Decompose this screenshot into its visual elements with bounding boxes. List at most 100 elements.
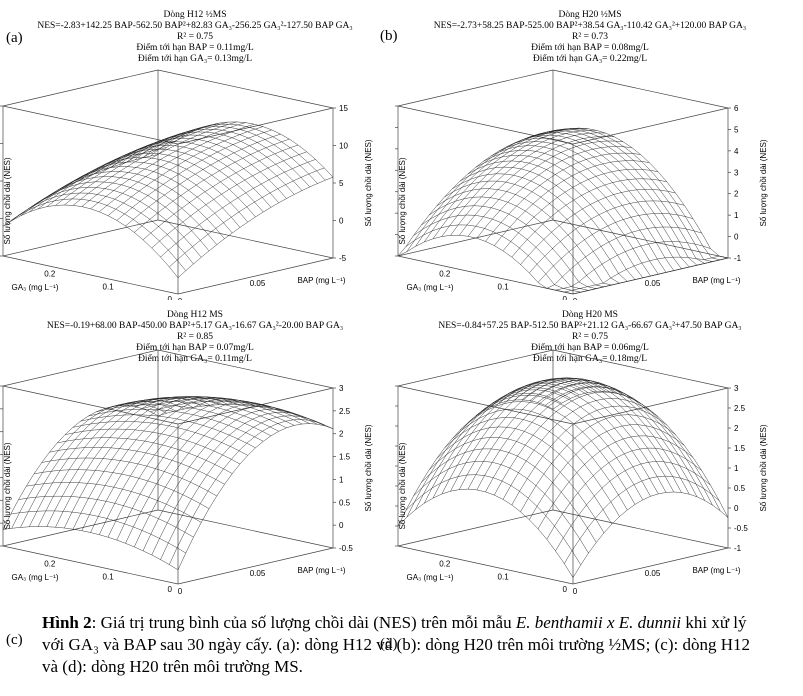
ga3-tick: 0.1 bbox=[103, 572, 115, 581]
panel-opt-bap: Điểm tới hạn BAP = 0.11mg/L bbox=[136, 43, 254, 53]
ga3-axis-label: GA₃ (mg L⁻¹) bbox=[11, 573, 58, 582]
bap-axis-label: BAP (mg L⁻¹) bbox=[692, 276, 740, 285]
z-tick-right: 1.5 bbox=[734, 444, 746, 453]
panel-opt-ga3: Điểm tới hạn GA₃= 0.22mg/L bbox=[532, 54, 648, 64]
ga3-tick: 0.2 bbox=[439, 270, 451, 279]
z-axis-label-left: Số lượng chồi dài (NES) bbox=[398, 442, 407, 529]
surface-plot: 32.521.510.50-0.5-132.521.510.50-0.5-10.… bbox=[395, 349, 768, 596]
ga3-tick: 0.1 bbox=[498, 572, 510, 581]
bap-tick: 0 bbox=[573, 297, 578, 300]
z-tick-right: 0.5 bbox=[734, 484, 746, 493]
z-axis-label-left: Số lượng chồi dài (NES) bbox=[3, 157, 12, 244]
bap-axis-label: BAP (mg L⁻¹) bbox=[297, 276, 345, 285]
z-axis-label-right: Số lượng chồi dài (NES) bbox=[759, 424, 768, 511]
panel-r2: R² = 0.73 bbox=[572, 32, 608, 42]
z-tick-right: 0 bbox=[339, 521, 344, 530]
z-tick-right: -1 bbox=[734, 254, 742, 263]
z-tick-right: 1.5 bbox=[339, 453, 351, 462]
ga3-tick: 0.2 bbox=[44, 270, 56, 279]
ga3-axis-label: GA₃ (mg L⁻¹) bbox=[11, 283, 58, 292]
panel-opt-ga3: Điểm tới hạn GA₃= 0.18mg/L bbox=[532, 354, 648, 364]
ga3-tick: 0.1 bbox=[103, 282, 115, 291]
z-tick-right: 1 bbox=[339, 475, 344, 484]
panel-r2: R² = 0.75 bbox=[177, 32, 213, 42]
bap-tick: 0.05 bbox=[645, 279, 661, 288]
bap-tick: 0.05 bbox=[250, 569, 266, 578]
z-tick-right: -0.5 bbox=[339, 544, 353, 553]
panel-opt-bap: Điểm tới hạn BAP = 0.07mg/L bbox=[136, 343, 254, 353]
panel-a: (a) Dòng H12 ½MS NES=-2.83+142.25 BAP-562.… bbox=[0, 0, 390, 300]
bap-tick: 0 bbox=[178, 587, 183, 596]
panel-opt-ga3: Điểm tới hạn GA₃= 0.13mg/L bbox=[137, 54, 253, 64]
panel-title: Dòng H20 ½MS bbox=[558, 10, 622, 20]
z-tick-right: 2 bbox=[734, 424, 739, 433]
z-tick-right: 10 bbox=[339, 142, 348, 151]
caption-species: E. benthamii x E. dunnii bbox=[515, 613, 682, 632]
z-tick-right: 0 bbox=[734, 233, 739, 242]
ga3-axis-label: GA₃ (mg L⁻¹) bbox=[406, 573, 453, 582]
panel-b: (b) Dòng H20 ½MS NES=-2.73+58.25 BAP-525.0… bbox=[380, 0, 785, 300]
plot-box bbox=[2, 69, 334, 295]
bap-tick: 0 bbox=[178, 297, 183, 300]
panel-letter: (c) bbox=[6, 632, 23, 648]
z-tick-right: 0 bbox=[734, 504, 739, 513]
z-tick-right: 15 bbox=[339, 104, 348, 113]
panel-title: Dòng H20 MS bbox=[562, 310, 618, 320]
plot-box bbox=[397, 349, 729, 585]
z-tick-right: 5 bbox=[734, 125, 739, 134]
panel-equation: NES=-0.19+68.00 BAP-450.00 BAP²+5.17 GA₃… bbox=[46, 321, 344, 331]
z-tick-right: 3 bbox=[734, 168, 739, 177]
caption-text-2: khi xử lý với GA₃ và BAP sau 30 ngày cấy… bbox=[42, 613, 750, 676]
caption-text-1: : Giá trị trung bình của số lượng chồi d… bbox=[91, 613, 516, 632]
z-tick-right: 0 bbox=[339, 217, 344, 226]
z-tick-right: 3 bbox=[734, 384, 739, 393]
ga3-tick: 0 bbox=[563, 585, 568, 594]
plot-box bbox=[397, 69, 729, 295]
z-axis-label-right: Số lượng chồi dài (NES) bbox=[759, 139, 768, 226]
z-tick-right: 2.5 bbox=[339, 407, 351, 416]
panel-r2: R² = 0.75 bbox=[572, 332, 608, 342]
surface-mesh bbox=[397, 127, 729, 295]
panel-title: Dòng H12 ½MS bbox=[163, 10, 227, 20]
z-tick-right: 4 bbox=[734, 147, 739, 156]
bap-tick: 0.05 bbox=[250, 279, 266, 288]
surface-mesh bbox=[2, 121, 334, 278]
z-tick-right: -5 bbox=[339, 254, 347, 263]
z-tick-right: 2 bbox=[734, 190, 739, 199]
ga3-tick: 0.2 bbox=[44, 560, 56, 569]
z-tick-right: 6 bbox=[734, 104, 739, 113]
z-axis-label-right: Số lượng chồi dài (NES) bbox=[364, 424, 373, 511]
caption-label: Hình 2 bbox=[42, 613, 92, 632]
z-tick-right: 5 bbox=[339, 179, 344, 188]
z-axis-label-left: Số lượng chồi dài (NES) bbox=[3, 442, 12, 529]
ga3-tick: 0.2 bbox=[439, 560, 451, 569]
z-tick-right: 1 bbox=[734, 211, 739, 220]
panel-r2: R² = 0.85 bbox=[177, 332, 213, 342]
surface-plot: 32.521.510.50-0.532.521.510.50-0.50.0500… bbox=[0, 349, 373, 596]
panel-letter: (b) bbox=[380, 28, 398, 44]
panel-opt-bap: Điểm tới hạn BAP = 0.06mg/L bbox=[531, 343, 649, 353]
z-tick-right: -0.5 bbox=[734, 524, 748, 533]
panel-title: Dòng H12 MS bbox=[167, 310, 223, 320]
z-axis-label-right: Số lượng chồi dài (NES) bbox=[364, 139, 373, 226]
ga3-tick: 0 bbox=[563, 295, 568, 300]
bap-axis-label: BAP (mg L⁻¹) bbox=[297, 566, 345, 575]
plot-box bbox=[2, 349, 334, 585]
panel-d: (d) Dòng H20 MS NES=-0.84+57.25 BAP-512.50… bbox=[380, 308, 785, 652]
surface-mesh bbox=[2, 396, 334, 570]
panel-letter: (d) bbox=[380, 636, 398, 652]
surface-mesh bbox=[397, 377, 729, 578]
panel-c: (c) Dòng H12 MS NES=-0.19+68.00 BAP-450.00… bbox=[0, 308, 390, 648]
z-tick-right: 3 bbox=[339, 384, 344, 393]
panel-opt-ga3: Điểm tới hạn GA₃= 0.11mg/L bbox=[138, 354, 252, 364]
bap-axis-label: BAP (mg L⁻¹) bbox=[692, 566, 740, 575]
ga3-tick: 0 bbox=[168, 295, 173, 300]
bap-tick: 0 bbox=[573, 587, 578, 596]
z-tick-right: 0.5 bbox=[339, 498, 351, 507]
z-tick-right: 2.5 bbox=[734, 404, 746, 413]
ga3-tick: 0 bbox=[168, 585, 173, 594]
panel-equation: NES=-2.83+142.25 BAP-562.50 BAP²+82.83 G… bbox=[37, 21, 353, 31]
z-tick-right: 2 bbox=[339, 430, 344, 439]
